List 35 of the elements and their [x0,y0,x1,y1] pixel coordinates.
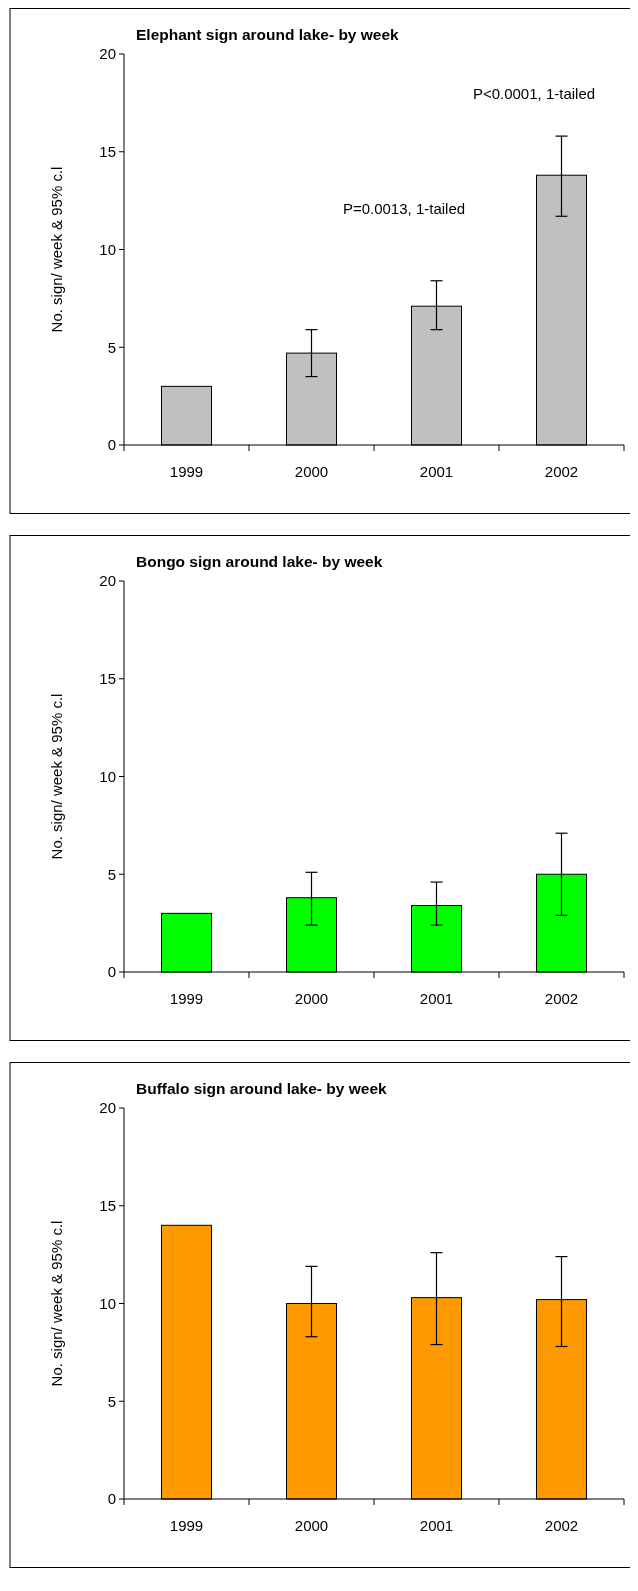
y-tick-label: 15 [99,670,116,687]
chart-title: Elephant sign around lake- by week [136,26,400,43]
x-tick-label: 2000 [294,463,329,480]
y-tick-label: 10 [99,240,116,258]
y-tick-label: 5 [107,1392,116,1410]
y-axis-title: No. sign/ week & 95% c.l [48,1220,65,1387]
x-tick-label: 2000 [294,990,329,1007]
x-tick-label: 2002 [544,1517,579,1534]
y-tick-label: 20 [99,45,116,63]
annotation: P=0.0013, 1-tailed [342,200,466,218]
x-tick-label: 2000 [294,1517,329,1534]
x-tick-label: 2001 [419,463,454,480]
y-tick-label: 0 [107,436,116,454]
x-tick-label: 2002 [544,990,579,1007]
y-tick-label: 20 [99,1099,116,1117]
y-tick-label: 0 [107,1490,116,1508]
x-tick-label: 2002 [544,463,579,480]
y-tick-label: 5 [107,338,116,356]
y-tick-label: 0 [107,963,116,981]
annotation: P<0.0001, 1-tailed [472,84,596,102]
x-tick-label: 1999 [169,990,204,1007]
x-tick-label: 1999 [169,1517,204,1534]
y-tick-label: 15 [99,1197,116,1214]
y-tick-label: 15 [99,143,116,160]
chart-title: Buffalo sign around lake- by week [136,1080,388,1097]
chart-title: Bongo sign around lake- by week [136,553,383,570]
y-tick-label: 10 [99,1294,116,1312]
y-tick-label: 5 [107,865,116,883]
y-axis-title: No. sign/ week & 95% c.l [48,166,65,333]
y-tick-label: 10 [99,767,116,785]
x-tick-label: 1999 [169,463,204,480]
x-tick-label: 2001 [419,1517,454,1534]
y-axis-title: No. sign/ week & 95% c.l [48,693,65,860]
y-tick-label: 20 [99,572,116,590]
x-tick-label: 2001 [419,990,454,1007]
